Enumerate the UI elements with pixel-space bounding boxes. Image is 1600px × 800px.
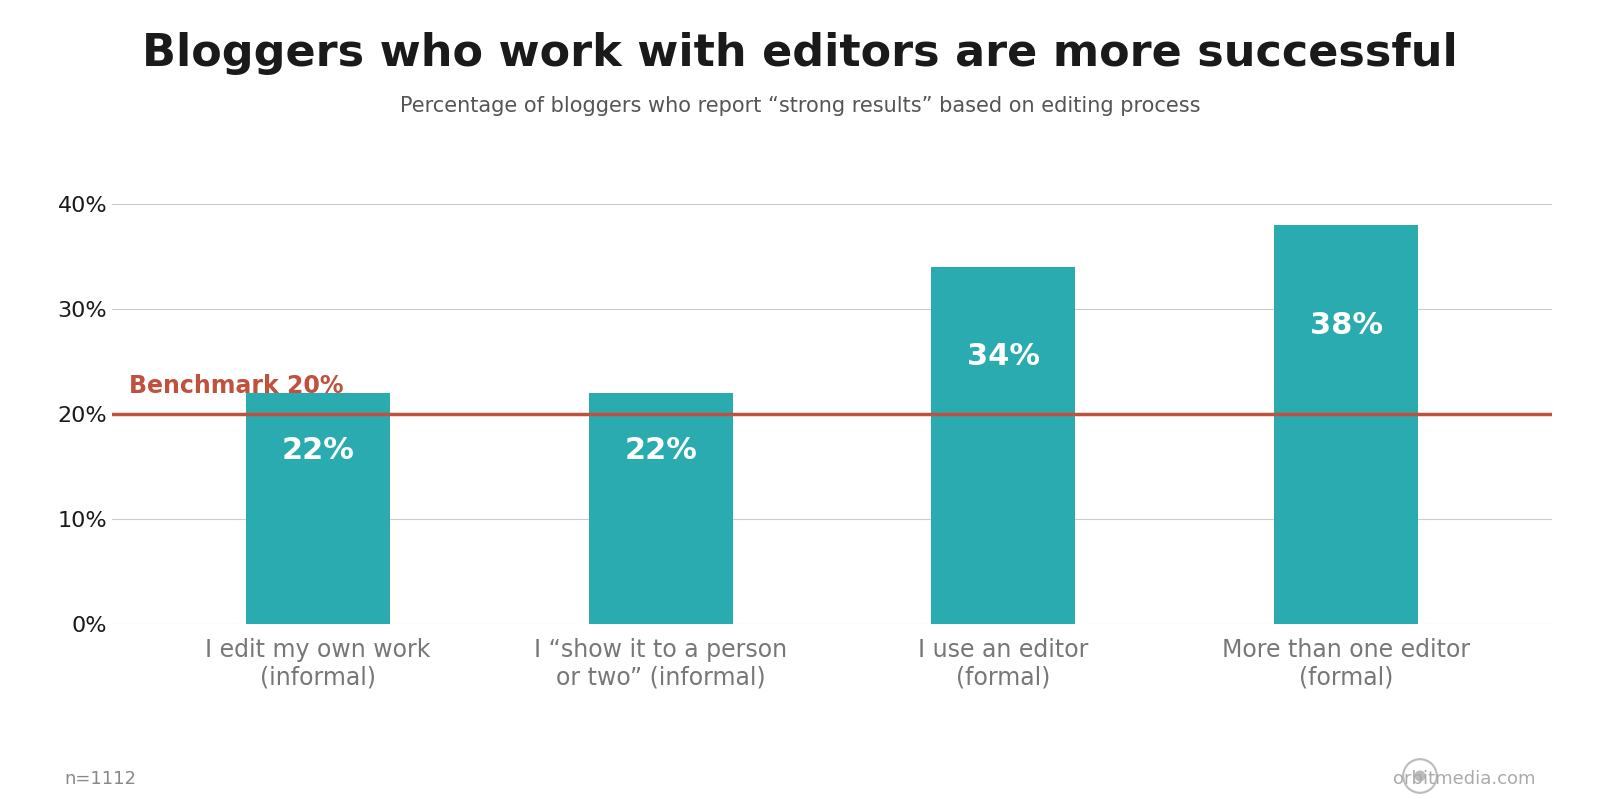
Text: Bloggers who work with editors are more successful: Bloggers who work with editors are more … — [142, 32, 1458, 75]
Text: 38%: 38% — [1310, 310, 1382, 339]
Text: 22%: 22% — [282, 437, 354, 466]
Text: n=1112: n=1112 — [64, 770, 136, 788]
Text: 22%: 22% — [624, 437, 698, 466]
Bar — [589, 394, 733, 624]
Text: Percentage of bloggers who report “strong results” based on editing process: Percentage of bloggers who report “stron… — [400, 96, 1200, 116]
Circle shape — [1416, 771, 1424, 781]
Bar — [931, 267, 1075, 624]
Text: orbitmedia.com: orbitmedia.com — [1394, 770, 1536, 788]
Bar — [1274, 226, 1418, 624]
Bar — [246, 394, 390, 624]
Text: 34%: 34% — [966, 342, 1040, 371]
Text: Benchmark 20%: Benchmark 20% — [130, 374, 344, 398]
